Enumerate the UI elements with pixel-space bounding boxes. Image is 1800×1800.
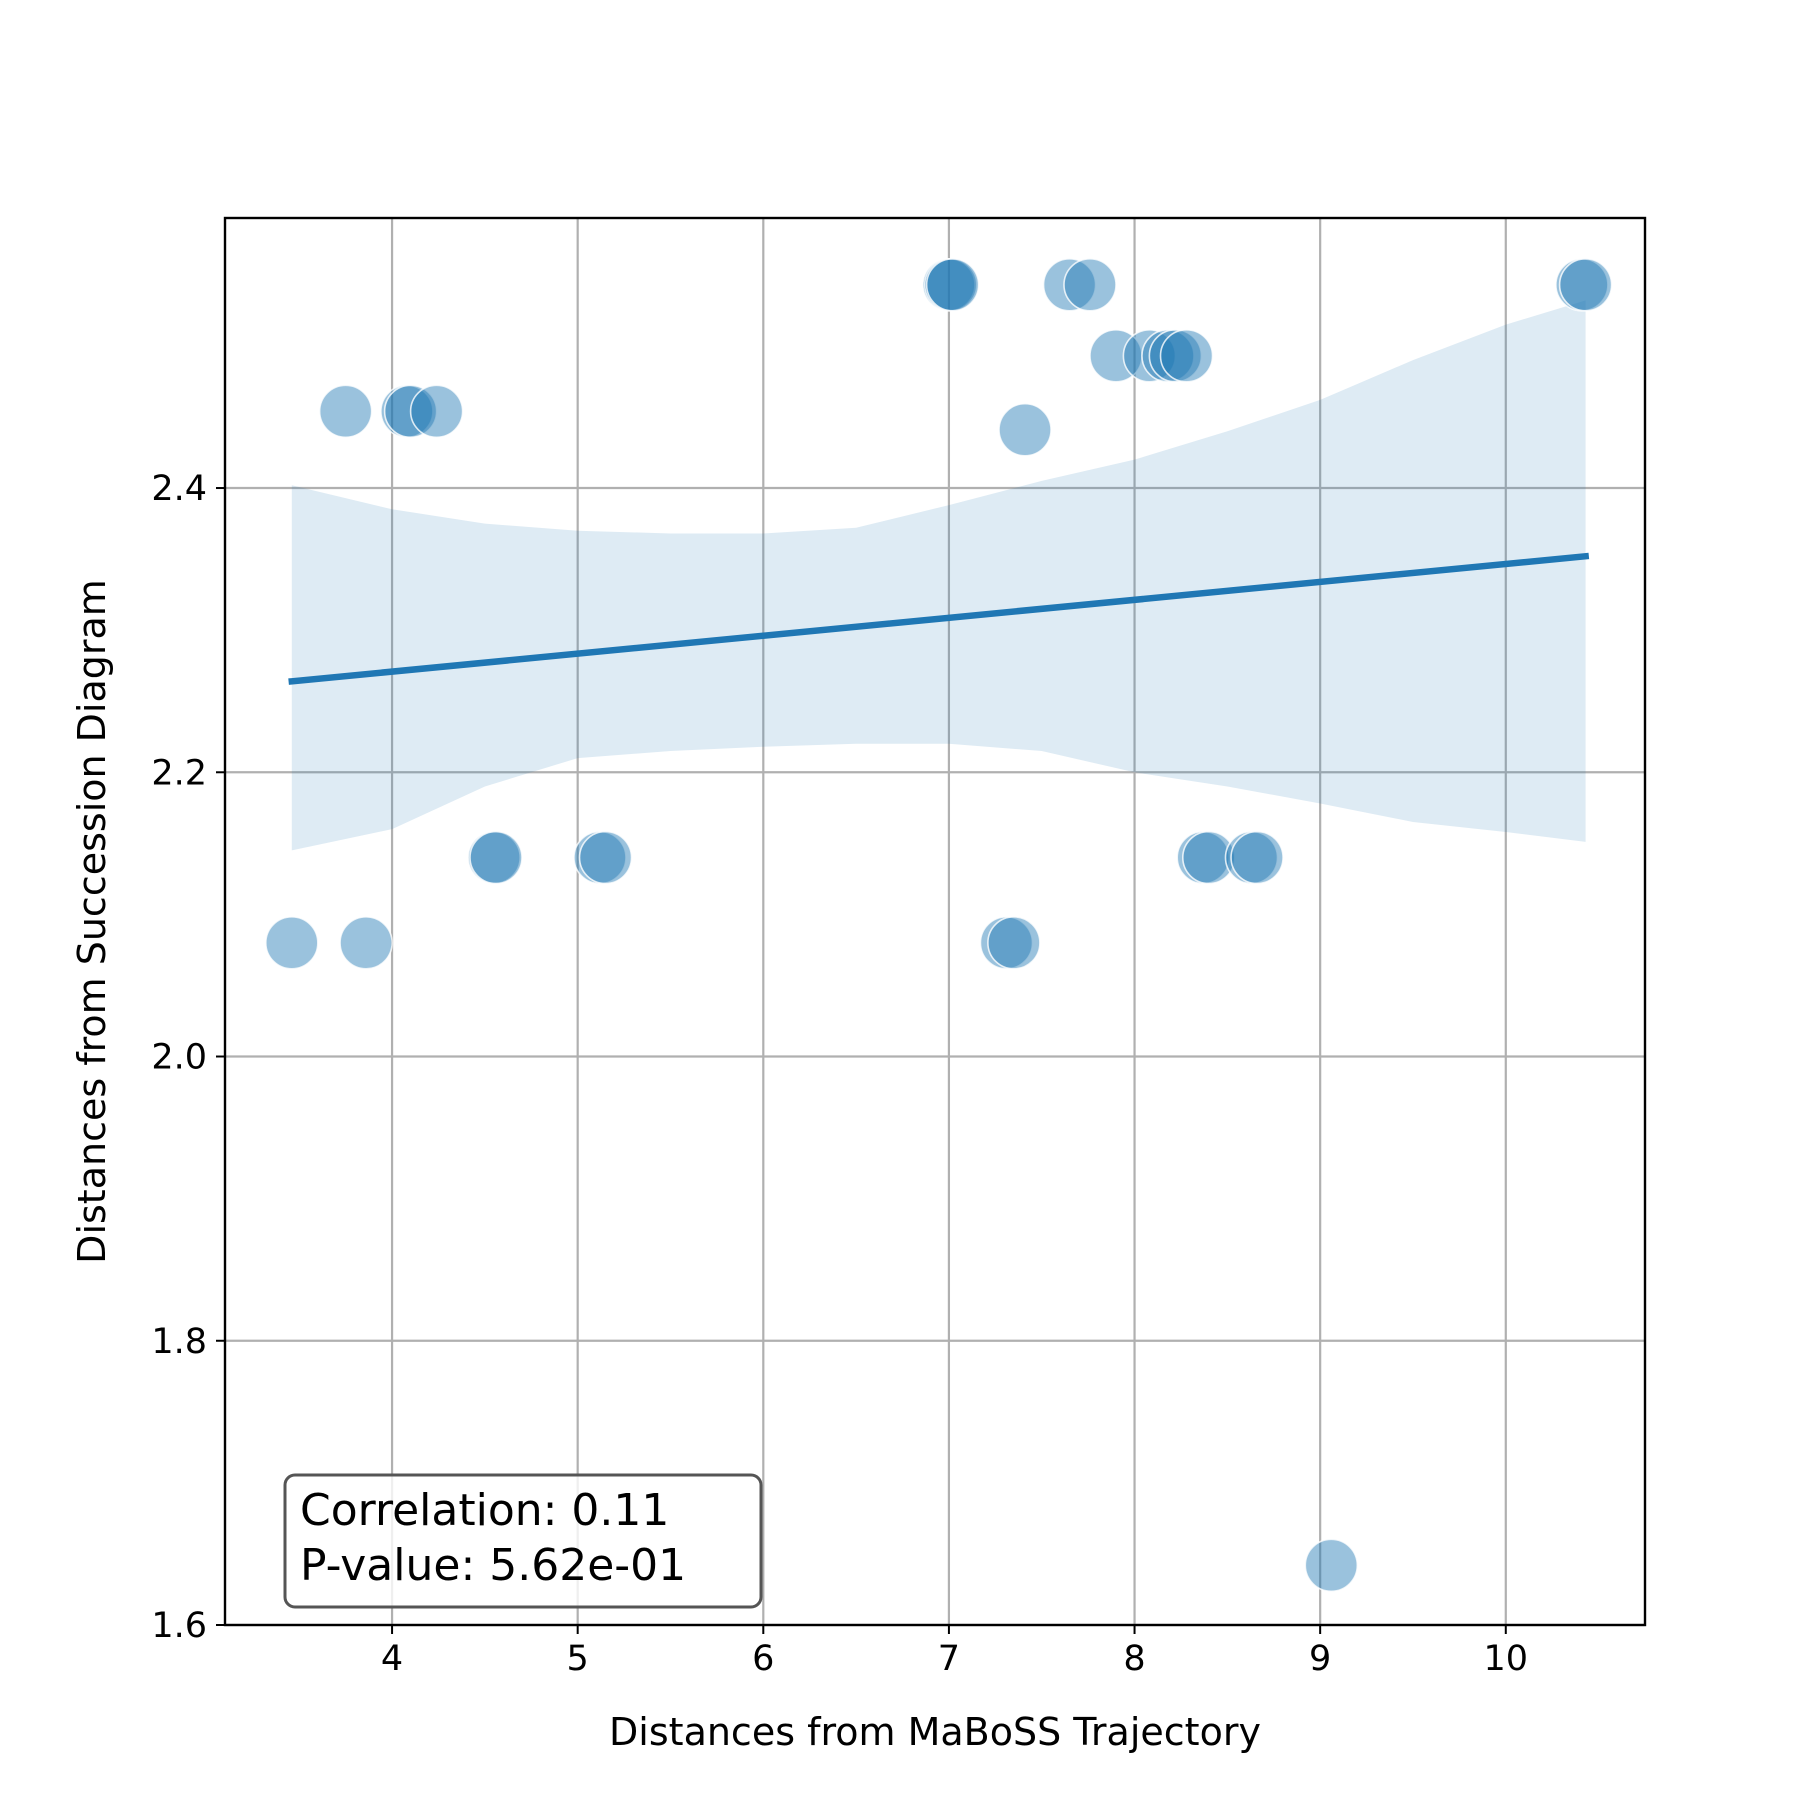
y-tick-label: 2.2 [151,753,207,793]
scatter-point [979,916,1034,970]
scatter-point [925,257,980,312]
correlation-text: Correlation: 0.11 [300,1485,669,1536]
stats-annotation-box [283,1473,763,1609]
scatter-point [1159,329,1214,383]
y-tick-label: 1.6 [151,1606,207,1646]
scatter-points [265,257,1613,1593]
scatter-point [1181,830,1236,885]
x-axis-label: Distances from MaBoSS Trajectory [609,1710,1261,1754]
scatter-point [1230,830,1284,885]
confidence-band-layer [291,300,1586,851]
y-tick-label: 1.8 [151,1322,207,1362]
confidence-band [291,300,1586,851]
scatter-point [1148,329,1203,383]
y-axis-label: Distances from Succession Diagram [70,579,114,1264]
p-value-text: P-value: 5.62e-01 [300,1540,686,1591]
x-tick-label: 7 [938,1639,960,1679]
regression-line-layer [288,552,1590,685]
grid [225,218,1645,1627]
y-tick-label: 2.4 [151,469,207,509]
x-tick-label: 4 [381,1639,403,1679]
y-tick-label: 2.0 [151,1038,207,1078]
plot-frame [223,216,1647,1627]
x-tick-label: 5 [567,1639,589,1679]
scatter-point [339,916,393,970]
scatter-point [409,384,464,439]
scatter-point [1063,257,1117,312]
axis-ticks: 4 5 6 7 8 9 10 1.6 1.8 2.0 2.2 2.4 [151,469,1528,1679]
scatter-point [578,830,633,885]
scatter-point [469,830,523,885]
scatter-point [318,384,373,439]
scatter-point [265,916,319,970]
scatter-point [1558,257,1613,312]
x-tick-label: 10 [1484,1639,1529,1679]
scatter-point [1042,257,1097,312]
scatter-point [998,402,1052,457]
scatter-point [1304,1538,1359,1593]
stats-annotation: Correlation: 0.11 P-value: 5.62e-01 [283,1473,763,1609]
x-tick-label: 9 [1309,1639,1331,1679]
x-tick-label: 8 [1123,1639,1145,1679]
x-tick-label: 6 [752,1639,774,1679]
scatter-point [1141,329,1195,383]
regression-line [288,552,1590,685]
scatter-point [987,916,1041,970]
